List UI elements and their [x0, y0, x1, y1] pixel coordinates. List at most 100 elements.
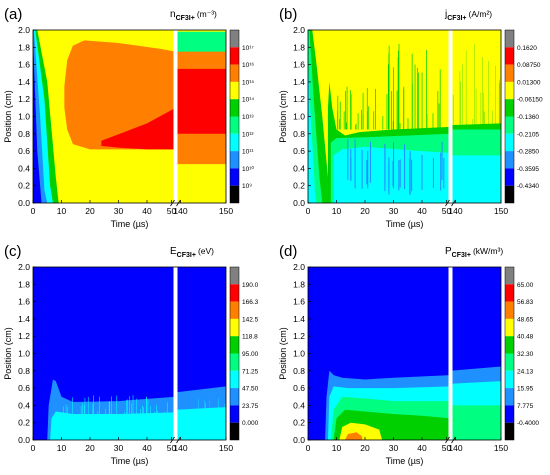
x-tick-label: 150 [219, 443, 233, 453]
y-tick-label: 1.6 [293, 60, 305, 70]
x-tick-label: 0 [31, 443, 36, 453]
field-streak [440, 152, 442, 191]
y-axis-label: Position (cm) [278, 327, 288, 380]
field-streak [366, 160, 368, 184]
x-tick-label: 20 [85, 443, 95, 453]
x-tick-label: 20 [360, 443, 370, 453]
field-spike [426, 49, 427, 130]
colorbar-tick-label: 15.95 [517, 386, 534, 393]
x-tick-label: 30 [389, 443, 399, 453]
quantity-title: PCF3I+ (kW/m³) [445, 246, 503, 259]
field-streak [142, 405, 144, 419]
colorbar-swatch [230, 151, 239, 169]
field-spike [367, 111, 368, 130]
colorbar-swatch [505, 301, 514, 319]
colorbar-tick-label: 56.83 [517, 299, 534, 306]
field-spike [346, 86, 348, 130]
panel-a: 0.0 0.2 0.4 0.6 0.8 1.0 1.2 1.4 1.6 1.8 2.0 0 10 20 30… [0, 0, 275, 237]
field-streak [404, 144, 406, 190]
axis-break-mark [176, 436, 181, 444]
colorbar-tick-label: -0.1360 [517, 114, 539, 121]
x-tick-label: 40 [142, 206, 152, 216]
field-spike [399, 123, 401, 130]
field-spike [339, 101, 341, 130]
field-spike [418, 72, 419, 130]
heatmap-field [308, 267, 501, 440]
y-tick-label: 0.4 [18, 163, 30, 173]
colorbar-frame [504, 29, 515, 204]
field-blue-wedge [33, 38, 42, 203]
colorbar-swatch [230, 168, 239, 186]
y-tick-label: 2.0 [293, 262, 305, 272]
colorbar-swatch [505, 353, 514, 371]
field-streak [99, 396, 100, 419]
panel-label: (c) [4, 243, 22, 260]
colorbar-swatch [505, 30, 514, 48]
axis-break-mark [451, 436, 456, 444]
field-spike [393, 67, 394, 130]
field-spike [386, 94, 388, 130]
field-spike [368, 106, 370, 130]
field-spike [337, 95, 339, 130]
x-axis-label: Time (µs) [111, 456, 149, 466]
y-tick-label: 0.0 [18, 198, 30, 208]
field-streak [398, 160, 400, 191]
field-streak [72, 397, 73, 419]
field-streak [132, 395, 134, 419]
field-spike [407, 118, 409, 130]
colorbar-swatch [505, 370, 514, 389]
field-streak [129, 396, 130, 419]
field-spike [387, 64, 389, 130]
field-streak [164, 411, 166, 419]
x-tick-label: 150 [494, 206, 508, 216]
field-red-region [101, 68, 226, 150]
y-tick-label: 1.0 [293, 112, 305, 122]
field-spike [373, 111, 375, 130]
colorbar-tick-label: 24.13 [517, 368, 534, 375]
field-streak [84, 397, 86, 419]
colorbar-tick-label: 0.08750 [517, 62, 541, 69]
field-spike [345, 122, 347, 130]
y-tick-label: 0.8 [18, 129, 30, 139]
x-tick-label: 150 [494, 443, 508, 453]
y-tick-label: 1.6 [18, 60, 30, 70]
panel-d: 0.0 0.2 0.4 0.6 0.8 1.0 1.2 1.4 1.6 1.8 2.0 0 10 20 30… [275, 237, 550, 474]
field-streak [92, 403, 94, 419]
panel-label: (b) [279, 6, 297, 23]
colorbar-frame [229, 29, 240, 204]
field-streak [108, 402, 110, 419]
x-tick-label: 40 [417, 443, 427, 453]
field-streak [105, 408, 107, 419]
field-spike [390, 91, 392, 130]
colorbar-swatch [230, 336, 239, 354]
colorbar-tick-label: -0.4000 [517, 420, 539, 427]
field-streak [131, 403, 133, 419]
colorbar-swatch [230, 185, 239, 203]
colorbar-tick-label: 7.775 [517, 403, 534, 410]
y-tick-label: 0.8 [293, 366, 305, 376]
x-tick-label: 20 [85, 206, 95, 216]
field-streak [140, 408, 142, 419]
colorbar-swatch [505, 133, 514, 152]
colorbar-swatch [505, 422, 514, 440]
quantity-subscript: CF3I+ [176, 15, 195, 22]
y-tick-label: 0.8 [18, 366, 30, 376]
field-streak [421, 154, 423, 190]
field-streak [167, 402, 168, 419]
x-tick-label: 10 [332, 206, 342, 216]
panel-c: 0.0 0.2 0.4 0.6 0.8 1.0 1.2 1.4 1.6 1.8 2.0 0 10 20 30… [0, 237, 275, 474]
x-tick-label: 20 [360, 206, 370, 216]
colorbar-swatch [230, 64, 239, 82]
x-axis-label: Time (µs) [386, 456, 424, 466]
y-tick-label: 0.2 [18, 181, 30, 191]
axis-break-mark [170, 199, 175, 207]
colorbar-tick-label: 40.48 [517, 334, 534, 341]
heatmap-field [308, 30, 501, 203]
y-tick-label: 1.2 [293, 94, 305, 104]
colorbar-tick-label: 142.5 [242, 316, 259, 323]
y-tick-label: 0.6 [18, 146, 30, 156]
x-tick-label: 50 [442, 206, 452, 216]
y-tick-label: 0.2 [293, 181, 305, 191]
field-streak [136, 398, 138, 419]
x-tick-label: 30 [114, 206, 124, 216]
